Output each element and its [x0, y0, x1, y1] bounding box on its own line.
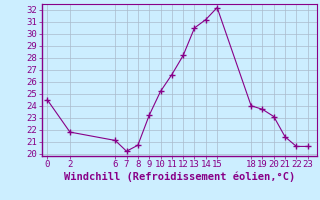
X-axis label: Windchill (Refroidissement éolien,°C): Windchill (Refroidissement éolien,°C)	[64, 172, 295, 182]
